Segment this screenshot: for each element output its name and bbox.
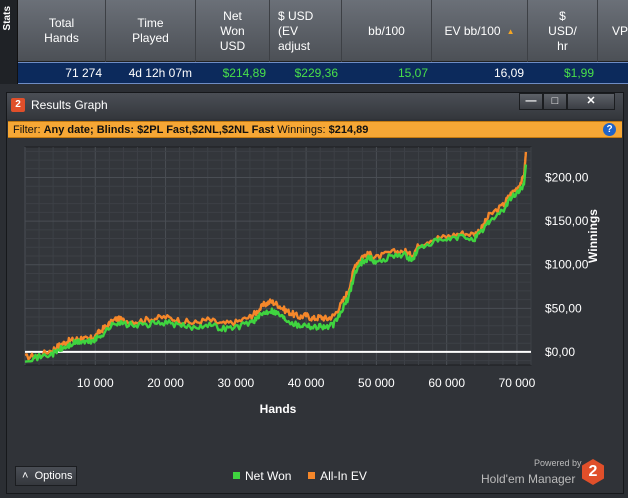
chevron-up-icon: ˄ bbox=[22, 470, 29, 482]
legend-net-won: Net Won bbox=[245, 469, 292, 483]
filter-value: Any date; Blinds: $2PL Fast,$2NL,$2NL Fa… bbox=[43, 124, 275, 136]
cell-ev-adjusted: $229,36 bbox=[294, 66, 338, 80]
col-usd-hr[interactable]: $ USD/ hr bbox=[528, 0, 598, 62]
stats-side-label: Stats bbox=[2, 6, 13, 31]
bottom-bar: ˄ Options Net Won All-In EV Powered by H… bbox=[7, 439, 623, 493]
y-tick-label: $100,00 bbox=[545, 258, 589, 272]
col-vp[interactable]: VP bbox=[612, 23, 628, 38]
chart-grid bbox=[24, 147, 532, 365]
stats-side-tab[interactable]: Stats bbox=[0, 0, 18, 90]
filter-bar[interactable]: Filter: Any date; Blinds: $2PL Fast,$2NL… bbox=[8, 121, 622, 138]
stats-row[interactable]: 71 274 4d 12h 07m $214,89 $229,36 15,07 … bbox=[18, 62, 628, 84]
cell-bb100: 15,07 bbox=[397, 66, 428, 80]
close-button[interactable]: ✕ bbox=[567, 93, 615, 110]
x-tick-label: 50 000 bbox=[358, 376, 395, 390]
window-title: Results Graph bbox=[31, 98, 108, 112]
legend-all-in-ev: All-In EV bbox=[320, 469, 367, 483]
results-graph-window: 2 Results Graph — □ ✕ Filter: Any date; … bbox=[6, 92, 624, 494]
stats-gap bbox=[0, 84, 628, 92]
powered-by-text: Powered by bbox=[534, 458, 582, 468]
y-axis-label: Winnings bbox=[586, 209, 600, 263]
cell-total-hands: 71 274 bbox=[65, 66, 102, 80]
x-axis-label: Hands bbox=[260, 402, 297, 416]
series-line-all-in-ev bbox=[24, 151, 528, 361]
stats-header: Total Hands Time Played Net Won USD $ US… bbox=[18, 0, 628, 62]
y-tick-label: $0,00 bbox=[545, 345, 575, 359]
y-tick-label: $50,00 bbox=[545, 301, 582, 315]
x-tick-label: 60 000 bbox=[428, 376, 465, 390]
x-tick-label: 70 000 bbox=[499, 376, 536, 390]
x-tick-label: 30 000 bbox=[217, 376, 254, 390]
col-net-won[interactable]: Net Won USD bbox=[196, 0, 270, 62]
cell-ev-bb100: 16,09 bbox=[493, 66, 524, 80]
window-titlebar[interactable]: 2 Results Graph — □ ✕ bbox=[7, 93, 623, 119]
cell-usd-hr: $1,99 bbox=[563, 66, 594, 80]
legend-swatch-all-in-ev bbox=[308, 472, 316, 479]
help-icon[interactable]: ? bbox=[603, 123, 616, 136]
maximize-button[interactable]: □ bbox=[543, 93, 567, 110]
brand-logo-icon: 2 bbox=[582, 459, 604, 485]
y-axis: $0,00 $50,00 $100,00 $150,00 $200,00 bbox=[545, 171, 589, 359]
x-tick-label: 10 000 bbox=[77, 376, 114, 390]
cell-time-played: 4d 12h 07m bbox=[128, 66, 192, 80]
y-tick-label: $200,00 bbox=[545, 171, 589, 185]
legend-swatch-net-won bbox=[233, 472, 240, 479]
col-total-hands[interactable]: Total Hands bbox=[18, 0, 106, 62]
col-ev-adjusted[interactable]: $ USD (EV adjust bbox=[270, 0, 342, 62]
brand-name: Hold'em Manager bbox=[481, 472, 576, 486]
minimize-button[interactable]: — bbox=[519, 93, 543, 110]
x-tick-label: 40 000 bbox=[288, 376, 325, 390]
x-tick-label: 20 000 bbox=[147, 376, 184, 390]
options-button[interactable]: ˄ Options bbox=[15, 466, 77, 486]
options-label: Options bbox=[34, 470, 73, 482]
sort-up-icon: ▲ bbox=[506, 26, 515, 36]
series-line-net-won bbox=[24, 164, 528, 363]
col-time-played[interactable]: Time Played bbox=[106, 0, 196, 62]
col-ev-bb100[interactable]: EV bb/100 ▲ bbox=[432, 0, 528, 62]
y-tick-label: $150,00 bbox=[545, 214, 589, 228]
cell-net-won: $214,89 bbox=[222, 66, 266, 80]
filter-text: Filter: Any date; Blinds: $2PL Fast,$2NL… bbox=[13, 124, 369, 136]
winnings-value: $214,89 bbox=[328, 124, 369, 136]
x-axis: 10 000 20 000 30 000 40 000 50 000 60 000 70 0… bbox=[77, 376, 536, 390]
app-logo-icon: 2 bbox=[11, 98, 25, 112]
col-bb100[interactable]: bb/100 bbox=[342, 0, 432, 62]
results-chart: 10 000 20 000 30 000 40 000 50 000 60 000 70 0… bbox=[7, 139, 623, 439]
chart-legend: Net Won All-In EV bbox=[233, 469, 367, 483]
